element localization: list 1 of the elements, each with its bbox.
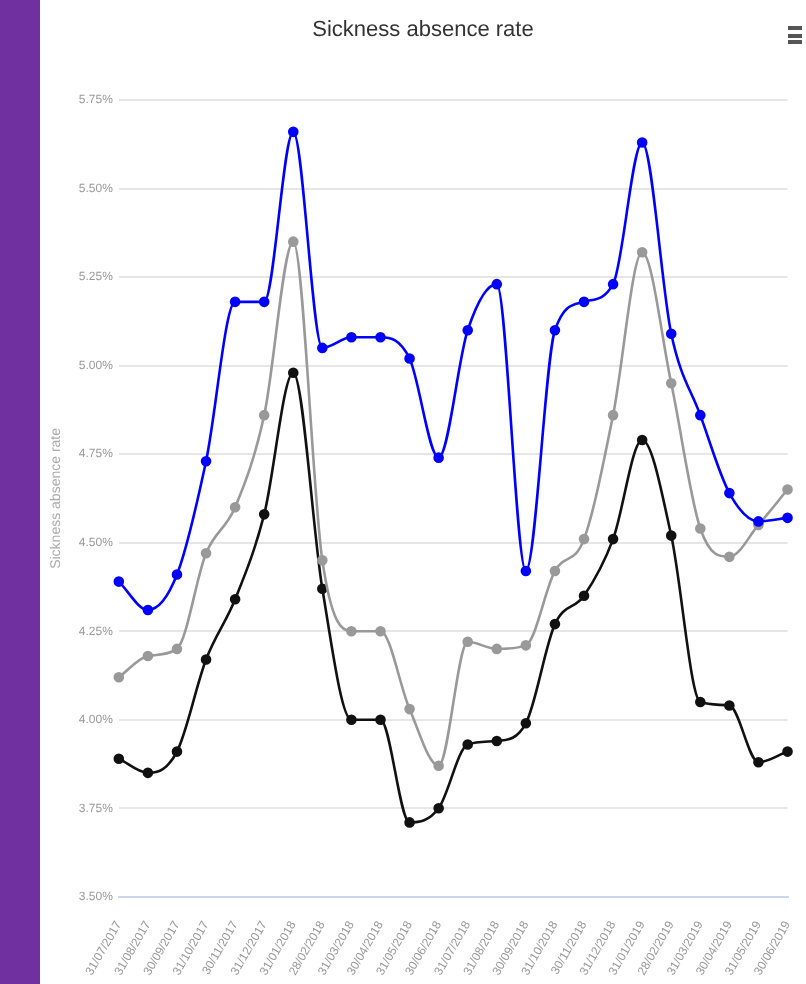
chart-title: Sickness absence rate <box>310 18 536 42</box>
